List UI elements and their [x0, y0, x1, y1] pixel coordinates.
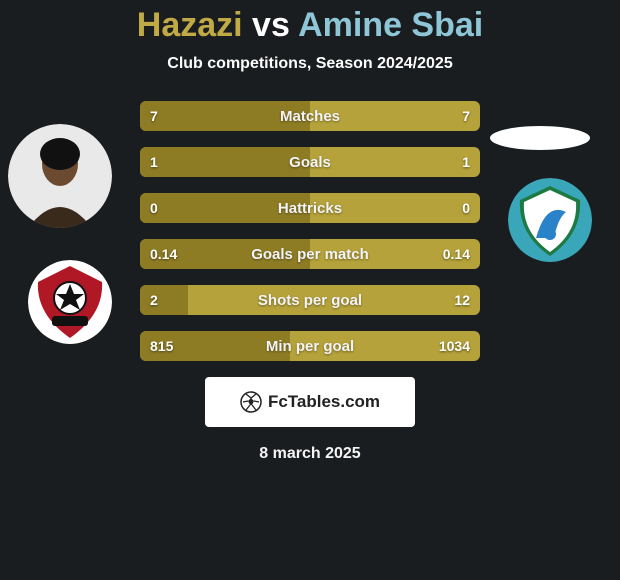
stat-value-left: 2	[150, 285, 158, 315]
stat-value-right: 0	[462, 193, 470, 223]
stat-row: Goals per match0.14 0.14	[140, 239, 480, 269]
title-vs: vs	[252, 6, 290, 44]
stat-value-left: 1	[150, 147, 158, 177]
title-right: Amine Sbai	[298, 6, 483, 44]
stat-value-left: 0.14	[150, 239, 177, 269]
stat-value-left: 7	[150, 101, 158, 131]
site-name: FcTables.com	[268, 392, 380, 412]
stat-bars: Matches7 7 Goals1 1 Hattricks0 0 Goals per mat…	[140, 101, 480, 361]
stat-value-left: 815	[150, 331, 173, 361]
stat-label: Shots per goal	[140, 285, 480, 315]
stat-value-left: 0	[150, 193, 158, 223]
stat-row: Hattricks0 0	[140, 193, 480, 223]
soccer-ball-icon	[240, 391, 262, 413]
infographic-date: 8 march 2025	[0, 445, 620, 463]
comparison-title: Hazazi vs Amine Sbai	[0, 6, 620, 45]
site-logo[interactable]: FcTables.com	[205, 377, 415, 427]
title-left: Hazazi	[137, 6, 243, 44]
stat-row: Shots per goal2 12	[140, 285, 480, 315]
stat-value-right: 0.14	[443, 239, 470, 269]
stat-label: Hattricks	[140, 193, 480, 223]
stat-row: Matches7 7	[140, 101, 480, 131]
stat-label: Min per goal	[140, 331, 480, 361]
player-right-avatar	[490, 126, 590, 150]
comparison-subtitle: Club competitions, Season 2024/2025	[0, 55, 620, 73]
club-left-badge	[28, 260, 112, 344]
stat-value-right: 12	[454, 285, 470, 315]
stat-value-right: 1	[462, 147, 470, 177]
stat-row: Goals1 1	[140, 147, 480, 177]
stat-row: Min per goal815 1034	[140, 331, 480, 361]
stat-label: Matches	[140, 101, 480, 131]
stat-label: Goals	[140, 147, 480, 177]
player-left-avatar	[8, 124, 112, 228]
stat-value-right: 7	[462, 101, 470, 131]
stat-label: Goals per match	[140, 239, 480, 269]
stat-value-right: 1034	[439, 331, 470, 361]
club-right-badge	[508, 178, 592, 262]
